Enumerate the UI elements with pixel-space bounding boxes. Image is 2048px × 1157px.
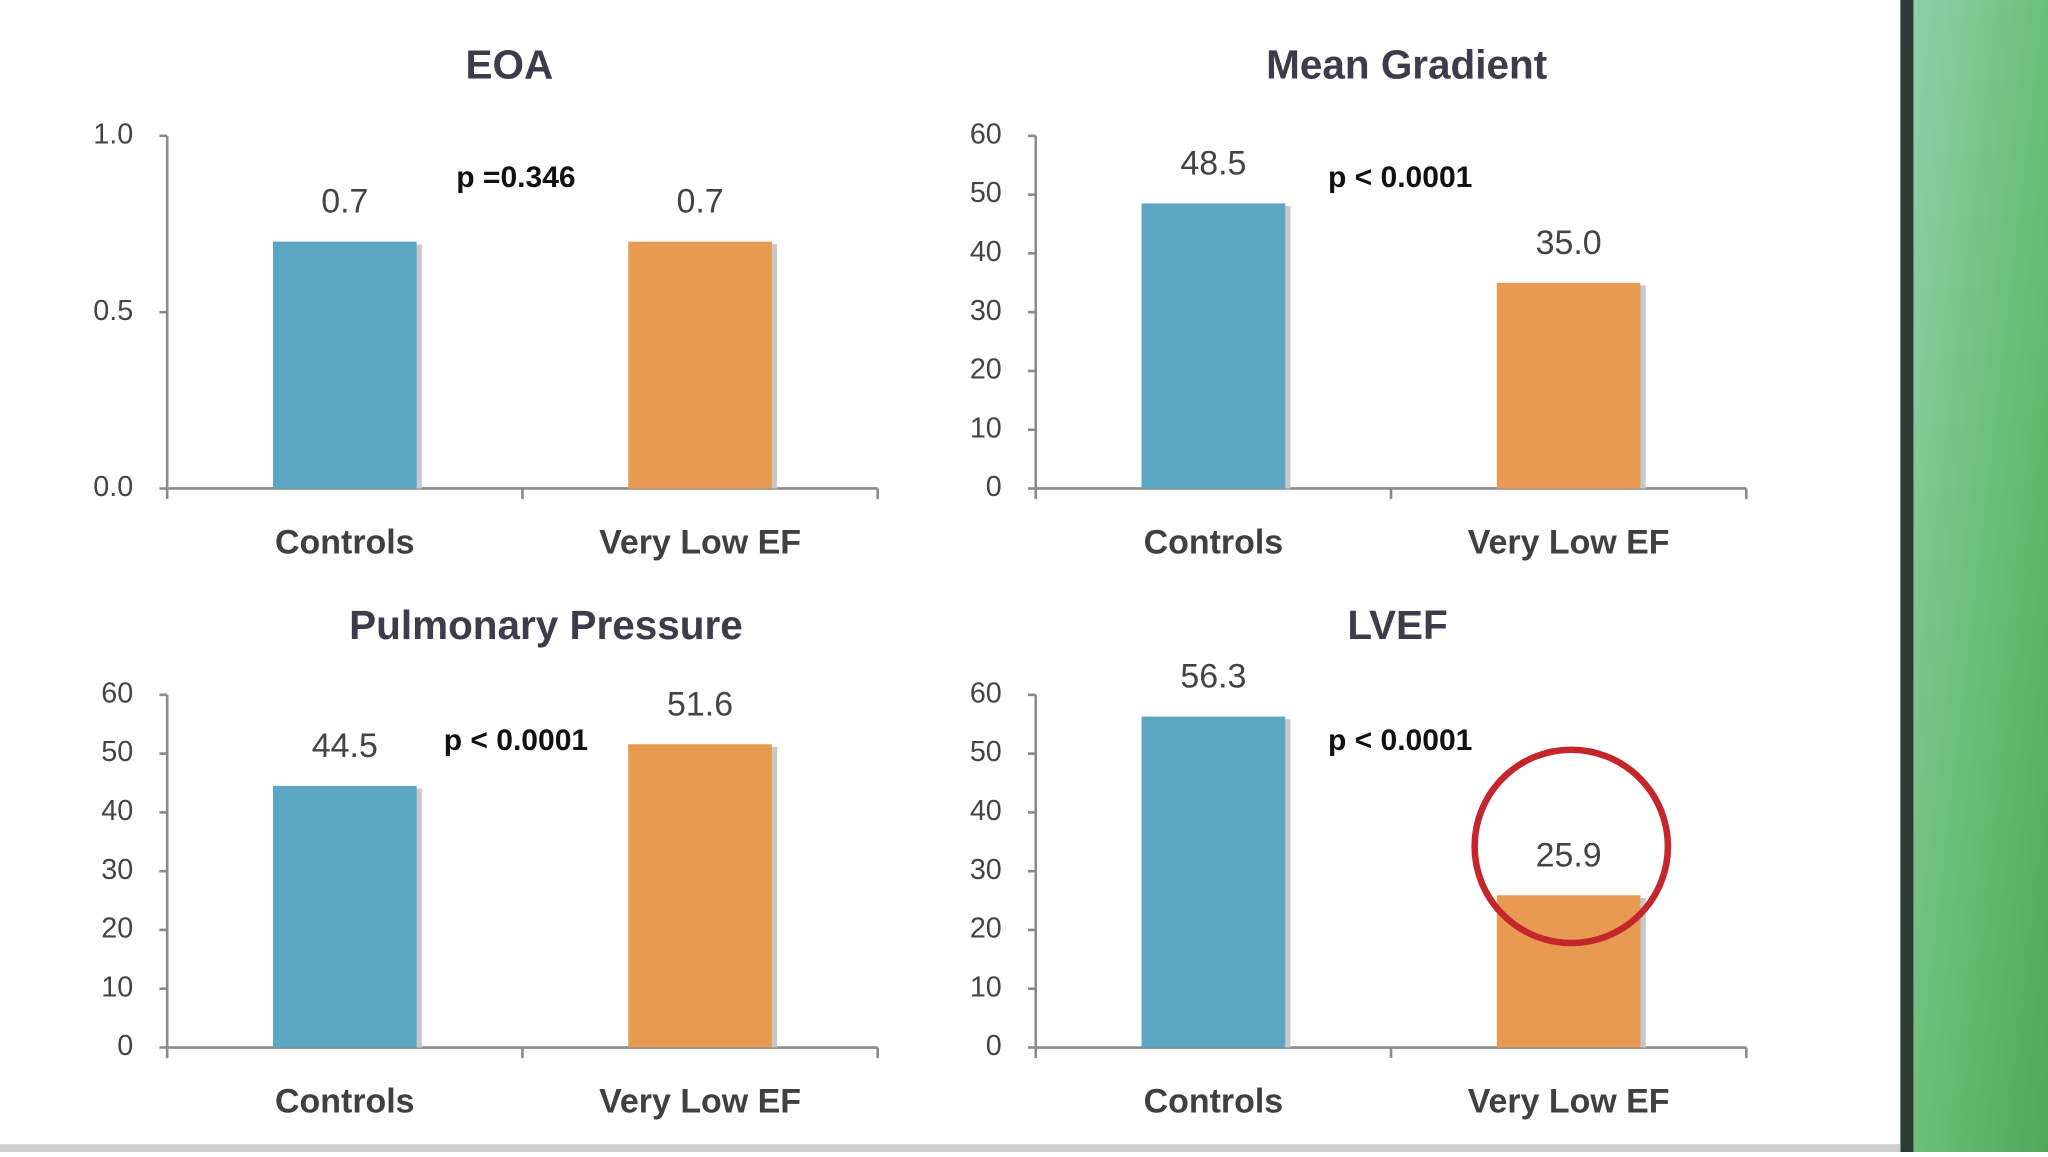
bar bbox=[1141, 716, 1286, 1048]
border bbox=[1900, 0, 1914, 1152]
y-tick-label: 0.0 bbox=[93, 471, 133, 503]
value-label: 0.7 bbox=[321, 183, 368, 221]
x-tick-label: Very Low EF bbox=[1468, 524, 1670, 562]
y-tick-label: 1.0 bbox=[93, 118, 133, 150]
bar bbox=[628, 744, 772, 1048]
bottom-strip bbox=[0, 1144, 1901, 1152]
bar bbox=[272, 241, 417, 489]
y-tick-label: 10 bbox=[970, 412, 1002, 444]
x-tick-label: Controls bbox=[1144, 1083, 1284, 1121]
y-tick-label: 20 bbox=[970, 354, 1002, 386]
y-tick-label: 30 bbox=[101, 854, 133, 886]
y-tick-label: 60 bbox=[970, 677, 1002, 709]
chart-title: LVEF bbox=[1347, 602, 1447, 648]
y-tick-label: 20 bbox=[101, 913, 133, 945]
bar bbox=[628, 241, 772, 489]
bar bbox=[1496, 895, 1641, 1048]
y-tick-label: 50 bbox=[101, 736, 133, 768]
value-label: 56.3 bbox=[1180, 658, 1246, 696]
bar bbox=[272, 785, 417, 1048]
chart-title: EOA bbox=[466, 42, 554, 88]
x-tick-label: Very Low EF bbox=[599, 1083, 801, 1121]
y-tick-label: 40 bbox=[101, 795, 133, 827]
x-tick-label: Controls bbox=[275, 524, 415, 562]
y-tick-label: 10 bbox=[970, 971, 1002, 1003]
y-tick-label: 50 bbox=[970, 177, 1002, 209]
value-label: 44.5 bbox=[312, 727, 378, 765]
value-label: 48.5 bbox=[1180, 145, 1246, 183]
highlight-circle bbox=[1471, 746, 1672, 947]
y-tick-label: 40 bbox=[970, 795, 1002, 827]
x-tick-label: Very Low EF bbox=[1468, 1083, 1670, 1121]
value-label: 35.0 bbox=[1536, 224, 1602, 262]
y-tick-label: 60 bbox=[101, 677, 133, 709]
y-tick-label: 0 bbox=[117, 1030, 133, 1062]
chart-title: Pulmonary Pressure bbox=[349, 602, 743, 648]
bar bbox=[1141, 203, 1286, 489]
y-tick-label: 30 bbox=[970, 295, 1002, 327]
side-panel bbox=[1913, 0, 2048, 1152]
y-tick-label: 0.5 bbox=[93, 295, 133, 327]
charts: EOA 0.0 0.5 1.0 0.7 Controls 0.7 Very Low EF p =… bbox=[93, 42, 1748, 1121]
x-tick-label: Controls bbox=[1144, 524, 1284, 562]
value-label: 25.9 bbox=[1536, 836, 1602, 874]
annotation: p < 0.0001 bbox=[1328, 724, 1472, 757]
y-tick-label: 50 bbox=[970, 736, 1002, 768]
y-tick-label: 10 bbox=[101, 971, 133, 1003]
y-tick-label: 40 bbox=[970, 236, 1002, 268]
annotation: p < 0.0001 bbox=[444, 724, 588, 757]
y-tick-label: 20 bbox=[970, 913, 1002, 945]
bar bbox=[1496, 282, 1641, 489]
chart-title: Mean Gradient bbox=[1266, 42, 1547, 88]
annotation: p =0.346 bbox=[456, 161, 575, 194]
annotation: p < 0.0001 bbox=[1328, 161, 1472, 194]
y-tick-label: 0 bbox=[986, 1030, 1002, 1062]
x-tick-label: Very Low EF bbox=[599, 524, 801, 562]
x-tick-label: Controls bbox=[275, 1083, 415, 1121]
value-label: 0.7 bbox=[676, 183, 723, 221]
y-tick-label: 30 bbox=[970, 854, 1002, 886]
y-tick-label: 60 bbox=[970, 118, 1002, 150]
y-tick-label: 0 bbox=[986, 471, 1002, 503]
value-label: 51.6 bbox=[667, 685, 733, 723]
